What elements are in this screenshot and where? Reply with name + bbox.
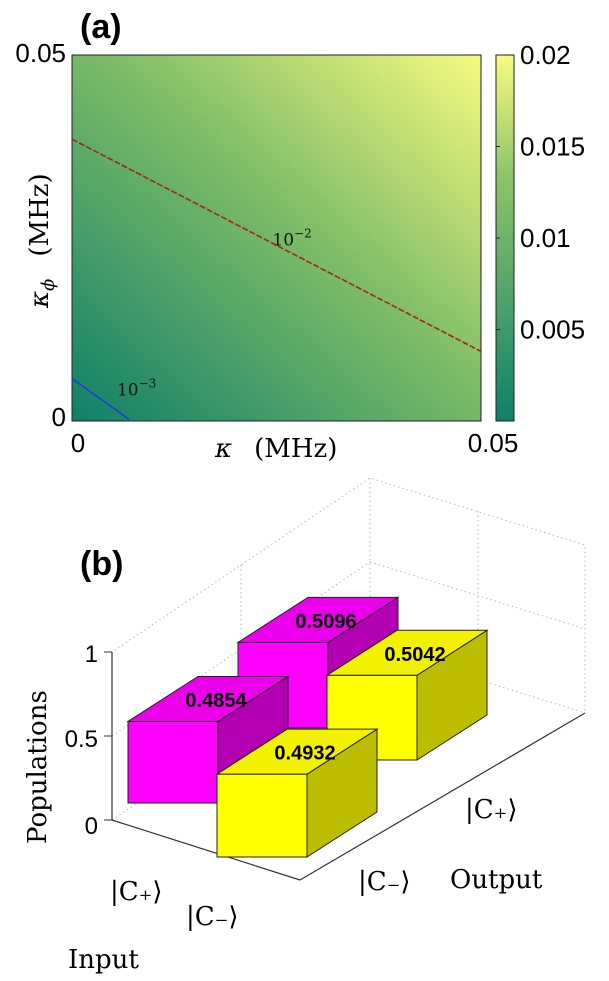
bar-top-face: [325, 629, 489, 676]
bar-front-face: [216, 773, 308, 858]
y-axis-title: κϕ (MHz): [25, 173, 59, 309]
bar-yellow-0.4932: 0.4932: [215, 728, 379, 858]
output-state-2-label: |C₋⟩: [358, 867, 411, 897]
heatmap-frame: [71, 54, 482, 422]
bars-3d: 0.5096 0.5042 0.4854 0.4932: [126, 596, 489, 858]
bar-value-label: 0.4932: [274, 743, 335, 765]
colorbar-tick-label-0.005: 0.005: [520, 315, 585, 345]
bar-top-face: [236, 596, 400, 643]
x-axis-symbol: κ: [214, 434, 232, 464]
x-axis-unit: (MHz): [254, 434, 337, 464]
colorbar: 0.005 0.01 0.015 0.02: [495, 40, 585, 422]
panel-b-label: (b): [80, 545, 123, 583]
contour-label-1e-2: 10−2: [272, 226, 311, 250]
bar-top-face: [126, 675, 290, 722]
contour-line-1e-2: [71, 138, 482, 353]
bar-front-face: [127, 720, 219, 804]
bar-value-label: 0.4854: [185, 690, 247, 712]
x-tick-right: 0.05: [468, 428, 519, 458]
contour-label-1e-3-exp: −3: [139, 376, 157, 390]
y-axis-subscript: ϕ: [38, 279, 59, 291]
contour-label-1e-3: 10−3: [117, 376, 156, 400]
z-tick-label-0: 0: [85, 813, 98, 840]
output-state-1-label: |C₊⟩: [465, 795, 518, 825]
input-state-2-label: |C₋⟩: [186, 902, 239, 932]
bar-value-label: 0.5096: [295, 611, 356, 633]
contour-line-1e-3: [71, 377, 130, 421]
y-axis-unit: (MHz): [25, 173, 55, 256]
bar-top-face: [215, 728, 379, 775]
bar-yellow-0.5042: 0.5042: [325, 629, 489, 761]
bar-value-label: 0.5042: [384, 644, 445, 666]
y-tick-top: 0.05: [15, 38, 66, 68]
x-tick-left: 0: [71, 428, 85, 458]
heatmap-plot: 10−2 10−3: [71, 54, 482, 422]
contour-label-1e-2-exp: −2: [294, 226, 312, 240]
colorbar-ticks: 0.005 0.01 0.015 0.02: [496, 40, 585, 345]
panel-a: (a) 10−2 10−3 0.05 0 0 0.05 κ (MHz) κϕ(MH…: [15, 8, 585, 464]
grid-z-mid-right: [369, 561, 586, 630]
colorbar-tick-label-0.02: 0.02: [520, 40, 571, 70]
input-state-1-label: |C₊⟩: [110, 877, 163, 907]
y-axis-symbol: κ: [25, 291, 55, 309]
contour-label-1e-2-base: 10: [272, 230, 294, 250]
heatmap-area: [72, 55, 481, 421]
input-axis-title: Input: [68, 945, 139, 975]
output-axis-title: Output: [450, 865, 543, 895]
x-axis-title: κ (MHz): [214, 434, 337, 464]
z-tick-marks: [104, 651, 112, 821]
input-axis: [111, 819, 301, 881]
contour-label-1e-3-base: 10: [117, 380, 139, 400]
output-axis: [299, 712, 586, 881]
panel-a-label: (a): [80, 8, 122, 46]
colorbar-tick-label-0.01: 0.01: [520, 223, 571, 253]
z-tick-label-0.5: 0.5: [65, 726, 98, 753]
z-axis-title: Populations: [23, 690, 53, 844]
y-tick-bottom: 0: [52, 402, 66, 432]
colorbar-tick-label-0.015: 0.015: [520, 132, 585, 162]
z-tick-label-1: 1: [85, 641, 98, 668]
